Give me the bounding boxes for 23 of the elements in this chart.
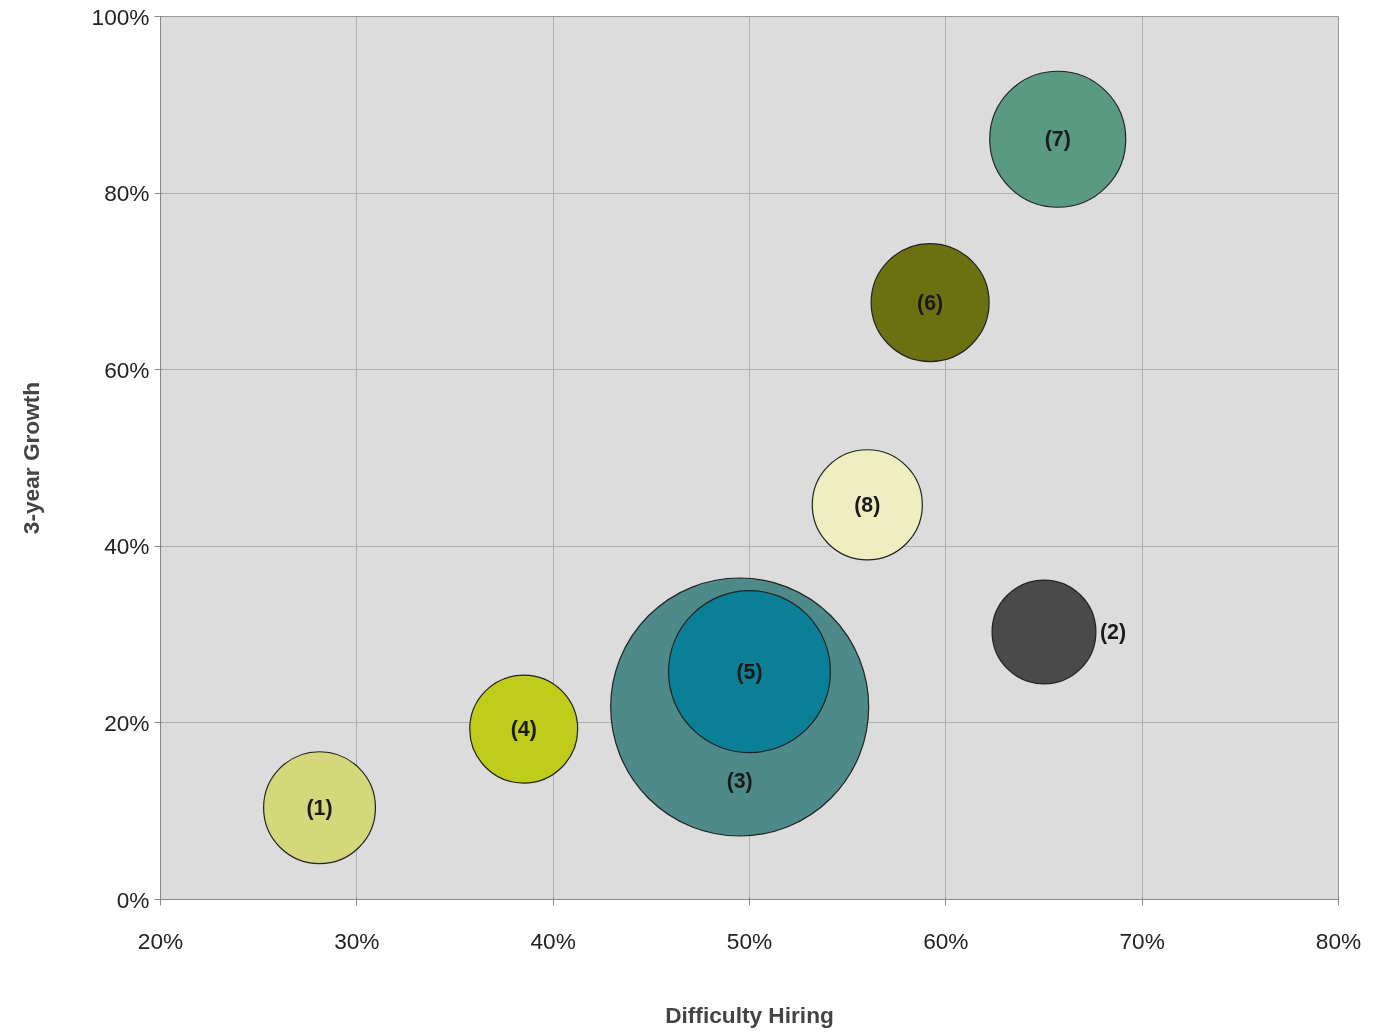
x-tick-label: 60% (923, 927, 969, 954)
x-axis-title: Difficulty Hiring (665, 1001, 834, 1028)
y-axis-title: 3-year Growth (17, 381, 44, 535)
y-tick-label: 100% (91, 3, 150, 30)
y-tick-label: 0% (116, 886, 150, 913)
y-tick-label: 40% (104, 533, 150, 560)
x-tick-label: 40% (530, 927, 576, 954)
y-tick-label: 60% (104, 356, 150, 383)
x-tick-label: 80% (1315, 927, 1362, 954)
y-tick-label: 20% (104, 709, 150, 736)
x-tick-label: 20% (137, 927, 184, 954)
x-tick-label: 50% (726, 927, 773, 954)
annotation: (6) (917, 290, 944, 315)
annotation: (4) (510, 717, 537, 742)
annotation: (1) (306, 795, 333, 820)
y-tick-label: 80% (104, 180, 150, 207)
annotation: (7) (1044, 127, 1071, 152)
x-tick-label: 70% (1119, 927, 1165, 954)
annotation: (5) (736, 659, 763, 684)
annotation: (8) (854, 492, 881, 517)
annotation: (3) (726, 768, 753, 793)
annotation: (2) (1099, 619, 1126, 644)
x-tick-label: 30% (334, 927, 380, 954)
